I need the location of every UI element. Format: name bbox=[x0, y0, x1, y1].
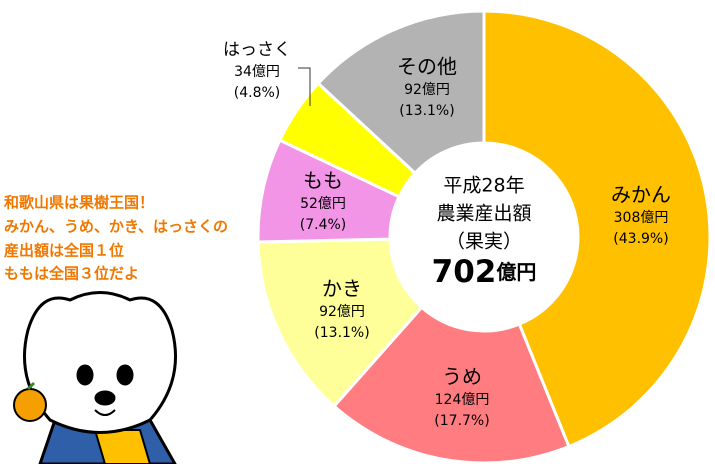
share-label: (43.9%) bbox=[613, 231, 668, 247]
value-label: 52億円 bbox=[300, 196, 346, 212]
mascot bbox=[13, 291, 178, 464]
slice-name: みかん bbox=[611, 183, 671, 207]
slice-name: うめ bbox=[442, 365, 482, 389]
center-text: 平成28年 bbox=[443, 175, 524, 197]
slice bbox=[316, 9, 486, 176]
slice bbox=[256, 237, 424, 409]
center-total: 702億円 bbox=[432, 254, 537, 290]
share-label: (13.1%) bbox=[399, 103, 454, 119]
annotation-line: みかん、うめ、かき、はっさくの bbox=[4, 218, 228, 236]
total-value: 702 bbox=[432, 254, 497, 290]
share-label: (17.7%) bbox=[434, 413, 489, 429]
value-label: 124億円 bbox=[435, 392, 490, 408]
slice-name: はっさく bbox=[223, 40, 291, 60]
slice-name: もも bbox=[303, 169, 343, 193]
slices bbox=[256, 9, 712, 464]
slice-name: かき bbox=[322, 277, 362, 301]
share-label: (13.1%) bbox=[314, 325, 369, 341]
annotation-line: ももは全国３位だよ bbox=[4, 265, 139, 283]
value-label: 308億円 bbox=[614, 210, 669, 226]
value-label: 34億円 bbox=[234, 64, 280, 80]
center-text: （果実） bbox=[446, 231, 522, 253]
slice bbox=[482, 9, 712, 449]
annotation-line: 産出額は全国１位 bbox=[4, 242, 124, 260]
slice bbox=[332, 305, 571, 464]
total-unit: 億円 bbox=[496, 260, 536, 284]
leader-line bbox=[298, 67, 311, 106]
slice-name: その他 bbox=[397, 55, 457, 79]
share-label: (4.8%) bbox=[234, 85, 281, 101]
value-label: 92億円 bbox=[319, 304, 365, 320]
center-text: 農業産出額 bbox=[436, 203, 531, 225]
annotation-line: 和歌山県は果樹王国！ bbox=[4, 194, 154, 212]
share-label: (7.4%) bbox=[300, 217, 347, 233]
value-label: 92億円 bbox=[404, 82, 450, 98]
annotation: 和歌山県は果樹王国！ みかん、うめ、かき、はっさくの 産出額は全国１位 ももは全… bbox=[4, 194, 228, 283]
